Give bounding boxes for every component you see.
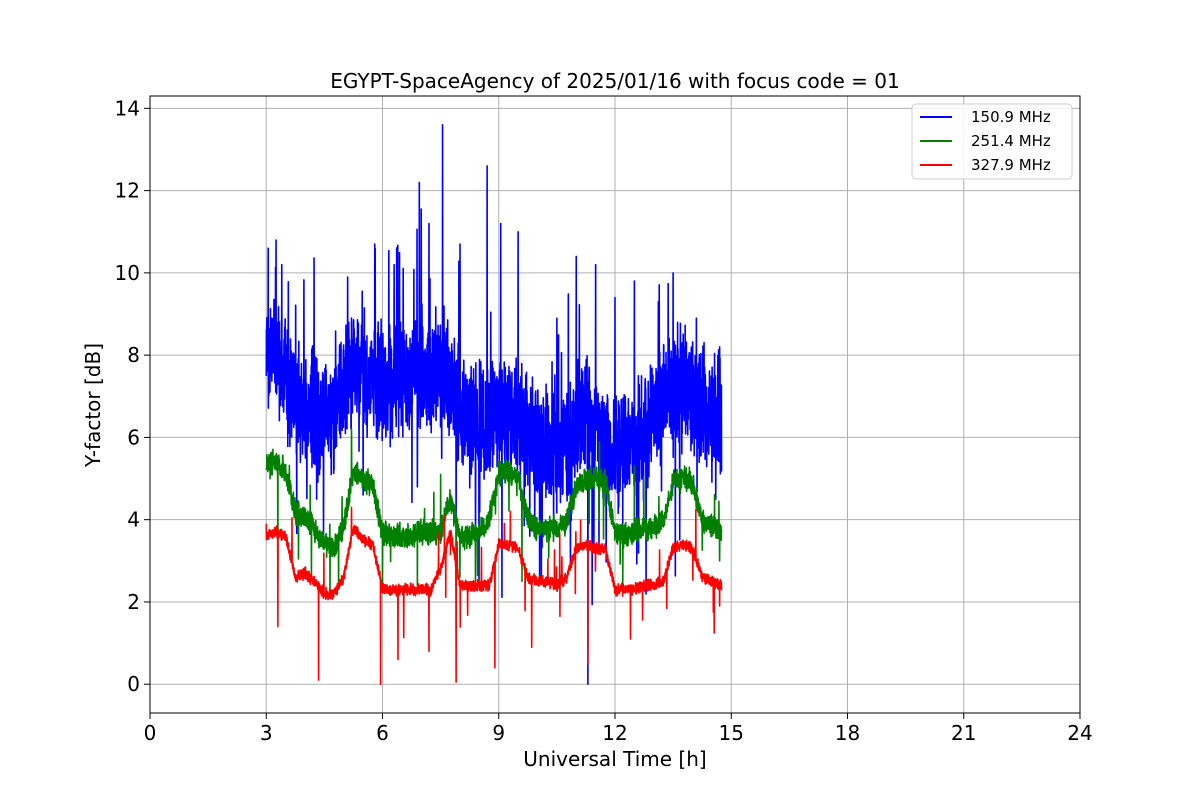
x-tick-label: 9 <box>492 721 505 745</box>
y-tick-label: 10 <box>115 261 140 285</box>
series-line-251-4-mhz <box>265 428 723 599</box>
legend-label-327mhz: 327.9 MHz <box>971 156 1051 174</box>
y-tick-label: 6 <box>127 425 140 449</box>
x-tick-label: 18 <box>835 721 860 745</box>
x-tick-label: 0 <box>144 721 157 745</box>
x-tick-label: 24 <box>1067 721 1092 745</box>
y-tick-label: 12 <box>115 179 140 203</box>
chart-title: EGYPT-SpaceAgency of 2025/01/16 with foc… <box>330 69 899 93</box>
x-tick-label: 15 <box>719 721 744 745</box>
y-tick-label: 14 <box>115 96 140 120</box>
legend-label-150mhz: 150.9 MHz <box>971 108 1051 126</box>
x-axis-label: Universal Time [h] <box>523 747 706 771</box>
y-tick-label: 8 <box>127 343 140 367</box>
x-tick-label: 21 <box>951 721 976 745</box>
legend: 150.9 MHz 251.4 MHz 327.9 MHz <box>911 103 1073 180</box>
y-tick-label: 4 <box>127 508 140 532</box>
x-tick-label: 6 <box>376 721 389 745</box>
x-tick-label: 12 <box>602 721 627 745</box>
x-tick-label: 3 <box>260 721 273 745</box>
series-layer <box>265 123 723 686</box>
y-tick-label: 2 <box>127 590 140 614</box>
legend-label-251mhz: 251.4 MHz <box>971 132 1051 150</box>
legend-box <box>911 103 1073 180</box>
series-line-150-9-mhz <box>265 123 723 686</box>
series-line-327-9-mhz <box>265 506 723 686</box>
y-axis-label: Y-factor [dB] <box>81 343 105 468</box>
y-tick-label: 0 <box>127 672 140 696</box>
